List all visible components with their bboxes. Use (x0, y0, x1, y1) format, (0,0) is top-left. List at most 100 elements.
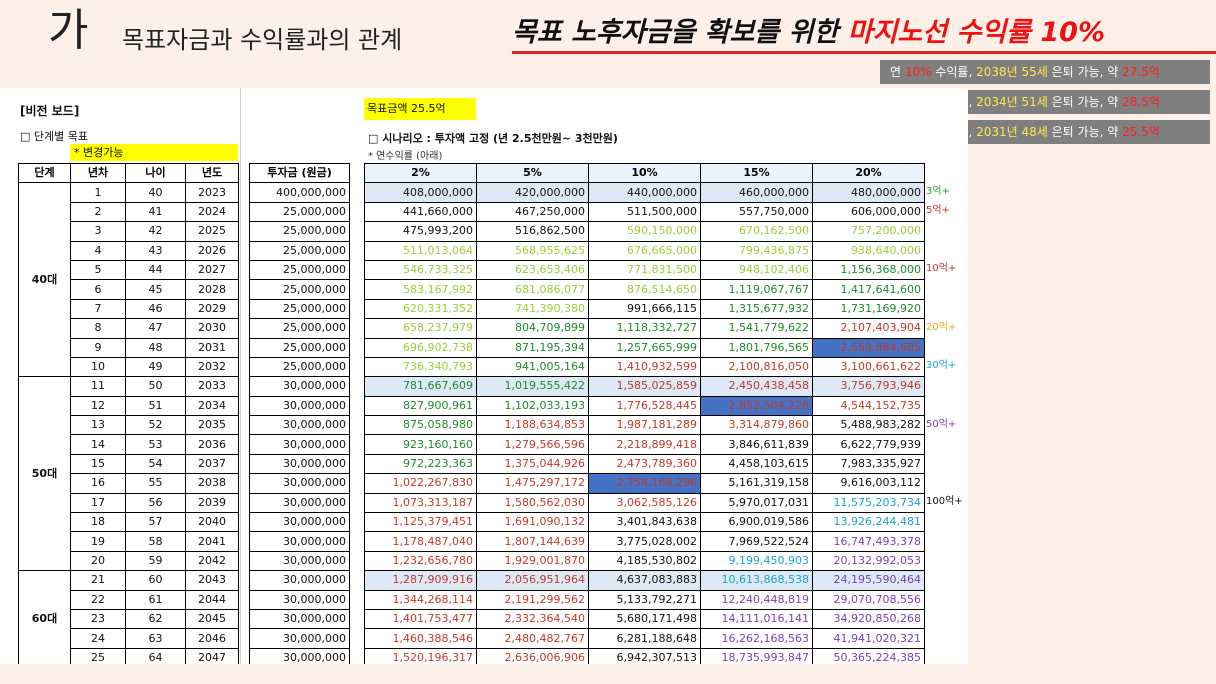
cell-age: 46 (125, 298, 186, 320)
value-cell: 1,731,169,920 (812, 298, 925, 320)
cell-n: 22 (70, 589, 126, 610)
value-cell: 1,410,932,599 (588, 356, 701, 378)
value-cell: 5,133,792,271 (588, 589, 701, 610)
table-row: 583,167,992 681,086,077 876,514,650 1,119,0… (364, 279, 925, 300)
value-cell: 5,488,983,282 (812, 415, 925, 436)
table-row: 24 63 2046 (19, 628, 239, 649)
table-row: 30,000,000 (249, 570, 350, 591)
info-box-amt: 27.5억 (1122, 65, 1160, 79)
value-cell: 1,178,487,040 (364, 531, 477, 552)
milestone-label: 20억+ (926, 321, 957, 333)
investment-table: 투자금 (원금) 400,000,000 25,000,000 25,000,000… (249, 162, 350, 664)
cell-age: 57 (125, 512, 186, 533)
value-cell: 2,218,899,418 (588, 434, 701, 455)
cell-year: 2036 (185, 434, 239, 455)
milestone-label: 10억+ (926, 263, 957, 275)
invest-cell: 30,000,000 (249, 531, 350, 552)
value-cell: 1,801,796,565 (700, 337, 813, 358)
cell-age: 59 (125, 550, 186, 572)
left-header: 년차 (70, 162, 126, 184)
cell-year: 2030 (185, 318, 239, 339)
table-row: 50대 11 50 2033 (18, 376, 239, 572)
cell-age: 49 (125, 356, 186, 378)
table-row: 475,993,200 516,862,500 590,150,000 670,162… (364, 221, 925, 242)
value-cell: 1,315,677,932 (700, 298, 813, 320)
value-cell: 590,150,000 (588, 221, 701, 242)
table-row: 10 49 2032 (19, 356, 239, 378)
cell-year: 2038 (185, 473, 239, 494)
value-cell: 2,636,006,906 (476, 647, 589, 664)
value-cell: 681,086,077 (476, 279, 589, 300)
value-cell: 938,640,000 (812, 240, 925, 261)
value-cell: 6,942,307,513 (588, 647, 701, 664)
value-cell: 568,955,625 (476, 240, 589, 261)
value-cell: 1,257,665,999 (588, 337, 701, 358)
value-cell: 2,473,789,360 (588, 453, 701, 475)
cell-age: 60 (125, 570, 186, 591)
value-cell: 24,195,590,464 (812, 570, 925, 591)
info-box-amt: 25.5억 (1122, 125, 1160, 139)
table-row: 16 55 2038 (19, 473, 239, 494)
value-cell: 941,005,164 (476, 356, 589, 378)
info-box-amt: 28.5억 (1122, 95, 1160, 109)
cell-n: 9 (70, 337, 126, 358)
value-cell: 1,691,090,132 (476, 512, 589, 533)
table-row: 25,000,000 (249, 201, 350, 223)
cell-n: 10 (70, 356, 126, 378)
cell-age: 50 (125, 376, 186, 397)
value-cell: 5,970,017,031 (700, 492, 813, 514)
cell-year: 2047 (185, 647, 239, 664)
value-cell: 5,161,319,158 (700, 473, 813, 494)
value-cell: 670,162,500 (700, 221, 813, 242)
cell-age: 54 (125, 453, 186, 475)
info-box-p3: 은퇴 가능, 약 (1047, 125, 1123, 139)
value-cell: 1,232,656,780 (364, 550, 477, 572)
cell-n: 3 (70, 221, 126, 242)
value-cell: 876,514,650 (588, 279, 701, 300)
annual-rate-note: * 연수익률 (아래) (368, 151, 443, 162)
cell-year: 2045 (185, 608, 239, 630)
return-table: 2% 5% 10% 15% 20% 408,000,000 420,000,000 440,… (364, 162, 925, 664)
cell-year: 2023 (185, 182, 239, 203)
value-cell: 6,900,019,586 (700, 512, 813, 533)
cell-year: 2032 (185, 356, 239, 378)
cell-year: 2037 (185, 453, 239, 475)
value-cell: 460,000,000 (700, 182, 813, 203)
milestone-label: 100억+ (926, 496, 963, 508)
cell-age: 53 (125, 434, 186, 455)
cell-age: 45 (125, 279, 186, 300)
value-cell: 516,862,500 (476, 221, 589, 242)
value-cell: 1,019,555,422 (476, 376, 589, 397)
cell-n: 18 (70, 512, 126, 533)
value-cell: 2,100,816,050 (700, 356, 813, 378)
stage-goal-label: □ 단계별 목표 (20, 130, 88, 143)
value-cell: 1,118,332,727 (588, 318, 701, 339)
cell-year: 2042 (185, 550, 239, 572)
invest-cell: 25,000,000 (249, 259, 350, 281)
value-cell: 1,475,297,172 (476, 473, 589, 494)
table-row: 781,667,609 1,019,555,422 1,585,025,859 2,4… (364, 376, 925, 397)
headline-underline (512, 51, 1216, 54)
cell-year: 2025 (185, 221, 239, 242)
headline-red-part: 마지노선 수익률 10% (847, 17, 1105, 48)
table-row: 1,344,268,114 2,191,299,562 5,133,792,271 1… (364, 589, 925, 610)
year-table: 단계 년차 나이 년도 40대 1 40 2023 2 41 2024 3 42 2025 4 43 2026… (18, 162, 239, 664)
value-cell: 948,102,406 (700, 259, 813, 281)
value-cell: 1,125,379,451 (364, 512, 477, 533)
stage-cell: 60대 (18, 570, 71, 664)
table-row: 20 59 2042 (19, 550, 239, 572)
invest-cell: 25,000,000 (249, 221, 350, 242)
value-cell: 6,622,779,939 (812, 434, 925, 455)
value-cell: 408,000,000 (364, 182, 477, 203)
value-cell: 757,200,000 (812, 221, 925, 242)
value-cell: 2,852,504,226 (700, 395, 813, 417)
value-cell: 1,119,067,767 (700, 279, 813, 300)
column-gutter (240, 88, 249, 664)
cell-n: 24 (70, 628, 126, 649)
value-cell: 3,775,028,002 (588, 531, 701, 552)
value-cell: 736,340,793 (364, 356, 477, 378)
table-row: 30,000,000 (249, 395, 350, 417)
left-header: 년도 (185, 162, 239, 184)
target-amount: 목표금액 25.5억 (364, 98, 476, 120)
value-cell: 3,314,879,860 (700, 415, 813, 436)
